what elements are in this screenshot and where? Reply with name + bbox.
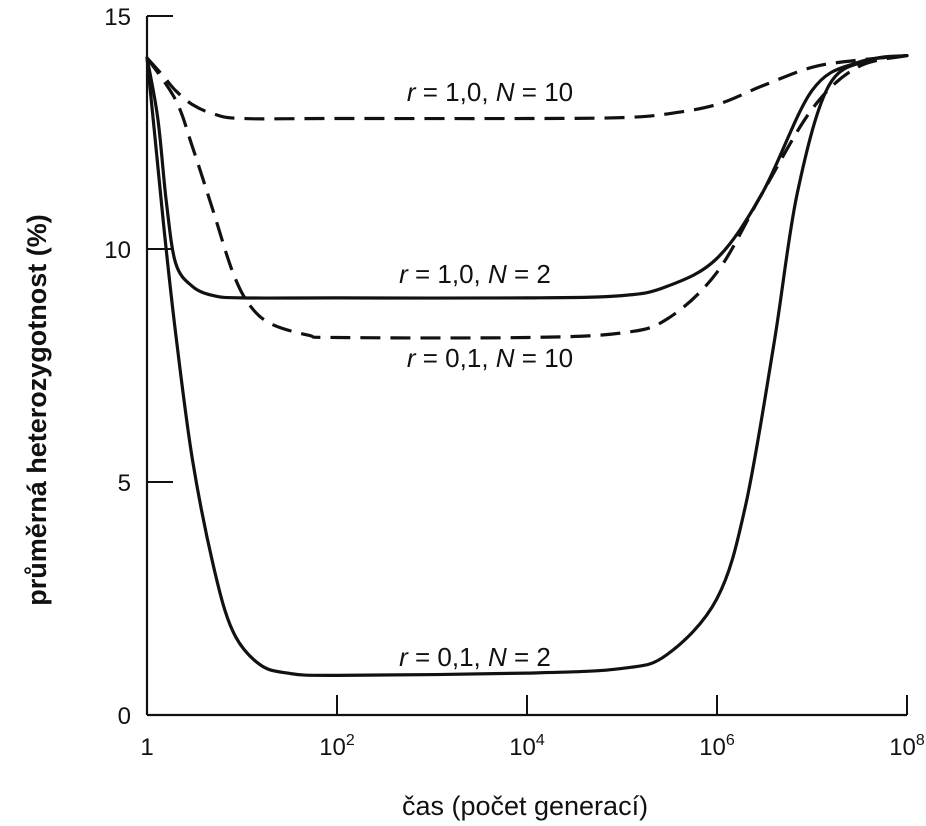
y-tick-label: 5	[118, 470, 131, 497]
x-axis-title: čas (počet generací)	[402, 791, 648, 821]
series-label: r = 0,1, N = 10	[407, 343, 573, 373]
x-tick-label: 1	[140, 734, 153, 761]
series-line	[145, 54, 908, 340]
series-label: r = 1,0, N = 10	[407, 77, 573, 107]
y-tick-label: 15	[104, 4, 131, 31]
y-axis-title: průměrná heterozygotnost (%)	[22, 214, 52, 606]
series-line	[145, 54, 909, 677]
ticks: 0 5 10 15 1 102 104 106 108	[104, 4, 925, 761]
x-tick-label: 108	[889, 732, 925, 761]
series-lines	[145, 54, 909, 677]
x-tick-label: 104	[509, 732, 545, 761]
x-tick-label: 106	[699, 732, 735, 761]
y-tick-label: 10	[104, 237, 131, 264]
series-label: r = 1,0, N = 2	[399, 259, 551, 289]
series-label: r = 0,1, N = 2	[399, 642, 551, 672]
x-tick-label: 102	[319, 732, 355, 761]
series-line	[145, 54, 908, 121]
series-labels: r = 1,0, N = 10 r = 1,0, N = 2 r = 0,1, N …	[399, 77, 573, 672]
y-tick-label: 0	[118, 703, 131, 730]
series-line	[145, 54, 909, 300]
